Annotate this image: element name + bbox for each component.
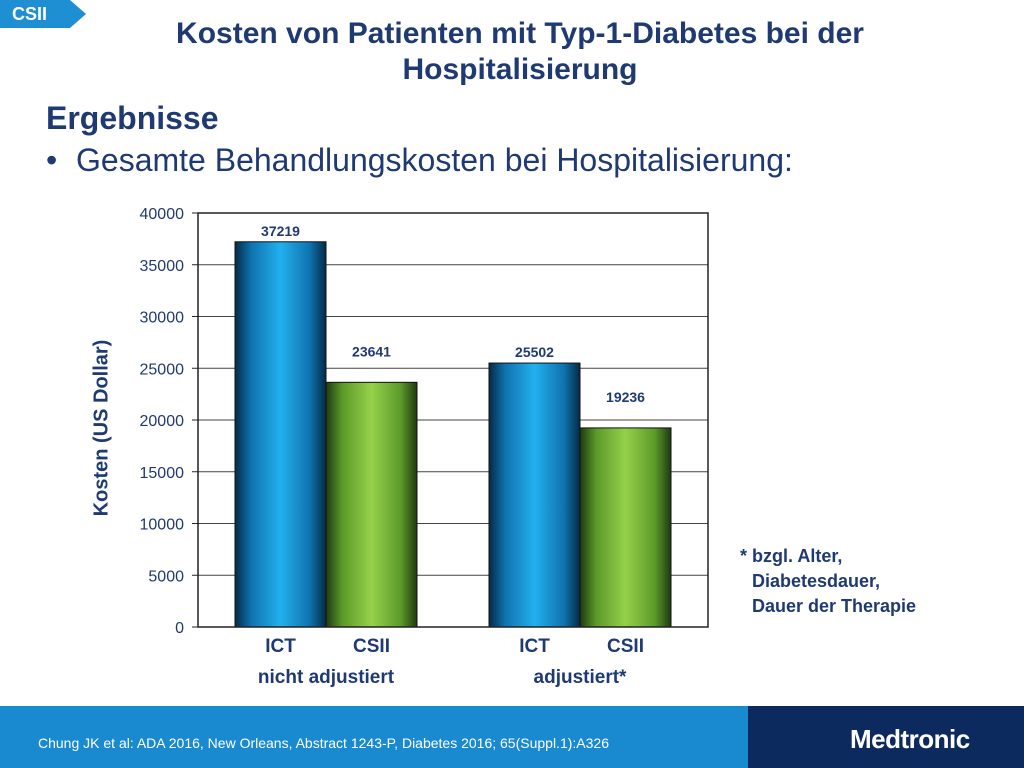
y-tick-label: 10000 bbox=[140, 517, 185, 534]
y-tick-label: 35000 bbox=[140, 258, 185, 275]
y-tick-label: 20000 bbox=[140, 413, 185, 430]
y-tick-label: 15000 bbox=[140, 465, 185, 482]
x-category-label: CSII bbox=[607, 636, 644, 657]
y-tick-label: 5000 bbox=[148, 568, 184, 585]
footnote: * bzgl. Alter, Diabetesdauer, Dauer der … bbox=[740, 544, 916, 619]
footnote-line-1: * bzgl. Alter, bbox=[740, 546, 843, 566]
footnote-line-2: Diabetesdauer, bbox=[752, 571, 881, 591]
x-group-label: adjustiert* bbox=[534, 667, 628, 688]
bullet-icon: • bbox=[46, 142, 58, 178]
bullet-text: Gesamte Behandlungskosten bei Hospitalis… bbox=[76, 142, 793, 178]
data-label: 37219 bbox=[261, 223, 300, 239]
y-tick-label: 30000 bbox=[140, 310, 185, 327]
bullet-point: • Gesamte Behandlungskosten bei Hospitali… bbox=[46, 142, 793, 179]
x-category-label: ICT bbox=[519, 636, 550, 657]
slide-title: Kosten von Patienten mit Typ-1-Diabetes … bbox=[176, 17, 864, 86]
section-heading: Ergebnisse bbox=[46, 100, 219, 136]
y-axis-label: Kosten (US Dollar) bbox=[90, 339, 113, 517]
csii-tag: CSII bbox=[0, 0, 86, 28]
y-tick-label: 40000 bbox=[140, 206, 185, 223]
bar-ict bbox=[488, 362, 581, 628]
footnote-line-3: Dauer der Therapie bbox=[752, 596, 917, 616]
bar-ict bbox=[234, 241, 327, 628]
plot-frame bbox=[197, 212, 709, 628]
brand-panel: Medtronic bbox=[748, 706, 1024, 768]
medtronic-logo: Medtronic bbox=[850, 724, 970, 754]
y-tick-label: 25000 bbox=[140, 361, 185, 378]
data-label: 25502 bbox=[515, 344, 554, 360]
x-category-label: CSII bbox=[353, 636, 390, 657]
bar-csii bbox=[579, 427, 672, 628]
x-group-label: nicht adjustiert bbox=[258, 667, 395, 688]
data-label: 23641 bbox=[352, 343, 391, 359]
data-label: 19236 bbox=[606, 389, 645, 405]
citation: Chung JK et al: ADA 2016, New Orleans, A… bbox=[38, 735, 609, 751]
footer-bar: Chung JK et al: ADA 2016, New Orleans, A… bbox=[0, 706, 1024, 768]
x-category-label: ICT bbox=[265, 636, 296, 657]
bar-chart: 0 5000 10000 15000 20000 25000 30000 35000 40000… bbox=[140, 206, 709, 688]
y-tick-label: 0 bbox=[175, 620, 184, 637]
bar-csii bbox=[325, 381, 418, 628]
